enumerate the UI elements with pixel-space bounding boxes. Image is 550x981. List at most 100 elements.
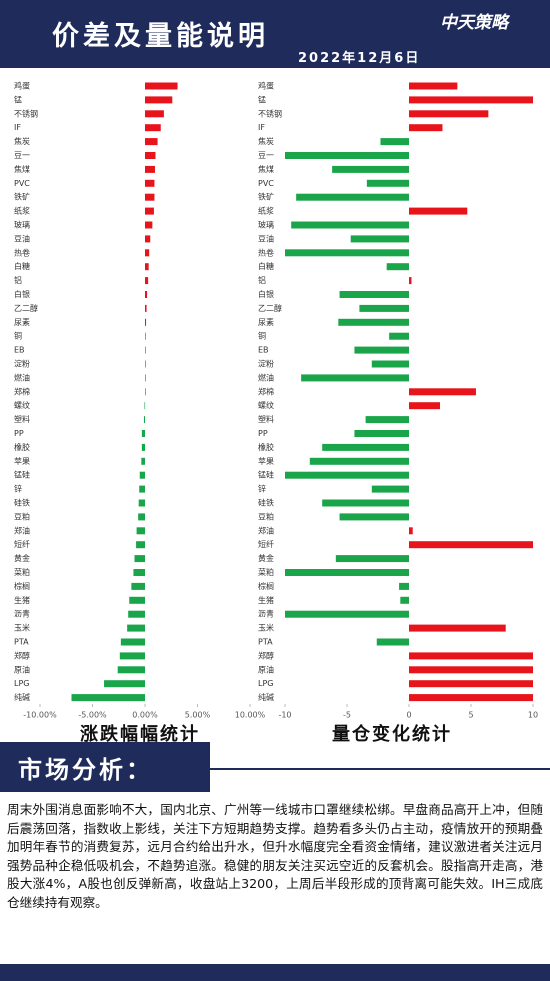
- heading-band: [0, 742, 210, 792]
- bar: [371, 485, 409, 493]
- bar: [365, 416, 409, 424]
- category-label: 豆一: [14, 151, 30, 160]
- category-label: 郑醇: [258, 650, 274, 660]
- bar: [144, 402, 146, 410]
- bar: [386, 263, 409, 271]
- bar: [409, 527, 413, 535]
- category-label: 玻璃: [14, 220, 30, 230]
- x-tick-label: 0.00%: [132, 711, 158, 720]
- bar: [145, 332, 146, 340]
- category-label: 塑料: [14, 414, 30, 424]
- category-label: 玉米: [14, 623, 30, 633]
- bar: [409, 124, 443, 132]
- bar: [145, 165, 155, 173]
- bar: [409, 666, 533, 674]
- bar: [335, 555, 409, 563]
- bar: [145, 263, 149, 271]
- category-label: 焦煤: [14, 164, 30, 174]
- bar: [129, 596, 145, 604]
- category-label: 短纤: [258, 539, 274, 549]
- category-label: LPG: [258, 679, 273, 688]
- category-label: 硅铁: [14, 498, 30, 508]
- x-tick-label: -5.00%: [78, 711, 107, 720]
- bar: [145, 388, 146, 396]
- category-label: 豆一: [258, 151, 274, 160]
- category-label: 铜: [14, 331, 22, 341]
- bar: [145, 318, 147, 326]
- bar: [354, 346, 409, 354]
- bar: [136, 527, 145, 535]
- bar: [131, 582, 145, 590]
- chart-title: 量仓变化统计: [332, 723, 452, 745]
- bar: [409, 624, 506, 632]
- bar: [339, 513, 409, 521]
- category-label: 豆粕: [258, 511, 274, 521]
- bar: [389, 332, 409, 340]
- bar: [409, 652, 533, 660]
- category-label: EB: [258, 346, 269, 355]
- category-label: 橡胶: [14, 442, 30, 452]
- bar: [139, 471, 145, 479]
- category-label: 白糖: [14, 261, 30, 271]
- bar: [133, 569, 145, 576]
- bar: [291, 221, 409, 229]
- bar: [145, 193, 155, 201]
- bar: [354, 430, 409, 437]
- x-tick-label: 0: [406, 711, 411, 720]
- category-label: 锌: [14, 484, 22, 494]
- bar: [409, 694, 533, 702]
- section-heading: 市场分析：: [18, 755, 153, 784]
- bar: [380, 138, 409, 146]
- bar: [145, 207, 154, 215]
- category-label: 生猪: [14, 595, 30, 605]
- category-label: 焦炭: [258, 136, 274, 146]
- bar: [141, 430, 145, 437]
- header-band: [0, 0, 550, 68]
- category-label: 原油: [258, 664, 274, 674]
- category-label: 黄金: [14, 553, 30, 563]
- bar: [145, 179, 155, 187]
- bar: [143, 416, 145, 424]
- x-tick-label: -10: [278, 711, 291, 720]
- x-tick-label: 5.00%: [185, 711, 211, 720]
- bar: [409, 82, 458, 90]
- bar: [359, 304, 409, 312]
- bar: [285, 152, 409, 159]
- category-label: 焦煤: [258, 164, 274, 174]
- category-label: 苹果: [14, 456, 30, 466]
- bar: [309, 457, 409, 465]
- bar: [409, 541, 533, 549]
- category-label: 不锈钢: [14, 108, 38, 118]
- bar: [409, 680, 533, 688]
- bar: [145, 152, 156, 159]
- category-label: 短纤: [14, 539, 30, 549]
- category-label: 塑料: [258, 414, 274, 424]
- category-label: PTA: [14, 638, 29, 647]
- bar: [71, 694, 145, 702]
- category-label: PTA: [258, 638, 273, 647]
- bar: [104, 680, 145, 688]
- x-tick-label: -10.00%: [23, 711, 57, 720]
- bar: [138, 499, 145, 507]
- category-label: 苹果: [258, 456, 274, 466]
- category-label: 棕榈: [14, 581, 30, 591]
- category-label: IF: [258, 123, 265, 132]
- category-label: 白银: [14, 289, 30, 299]
- category-label: EB: [14, 346, 25, 355]
- category-label: 棕榈: [258, 581, 274, 591]
- bar: [409, 207, 468, 215]
- bar: [409, 388, 476, 396]
- category-label: 玉米: [258, 623, 274, 633]
- category-label: 螺纹: [14, 400, 30, 410]
- category-label: 沥青: [14, 609, 30, 619]
- bar: [322, 443, 409, 451]
- category-label: 锰: [258, 94, 266, 104]
- category-label: 尿素: [258, 317, 274, 327]
- x-tick-label: 10.00%: [235, 711, 266, 720]
- category-label: PP: [14, 429, 24, 438]
- bar: [139, 485, 145, 493]
- category-label: 淀粉: [258, 359, 274, 369]
- bar: [127, 624, 145, 632]
